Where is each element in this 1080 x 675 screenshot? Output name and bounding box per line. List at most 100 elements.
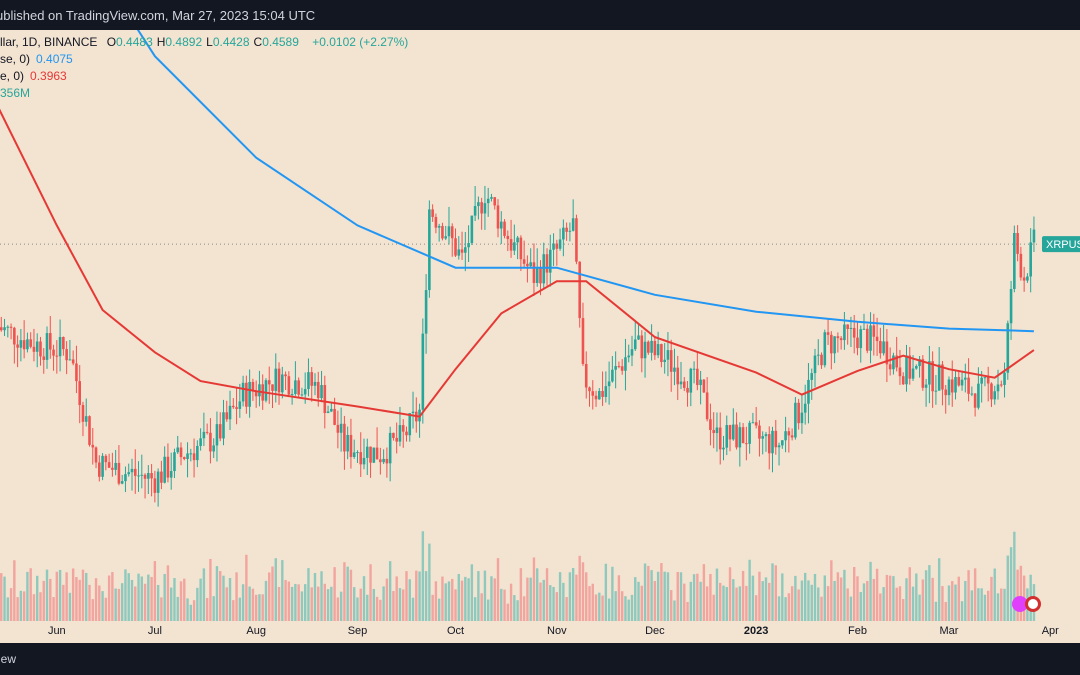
- price-chart[interactable]: XRPUS Jun Jul Aug Sep Oct Nov Dec 2023 Feb Mar Apr: [0, 30, 1080, 643]
- candle-body: [529, 262, 532, 267]
- candle-body: [294, 380, 297, 395]
- volume-bar: [94, 578, 98, 621]
- volume-bar: [764, 577, 768, 621]
- candle-body: [274, 368, 278, 391]
- volume-bar: [954, 584, 957, 621]
- candle-body: [32, 346, 36, 352]
- volume-bar: [228, 577, 232, 621]
- candle-body: [62, 336, 65, 350]
- candle-body: [813, 355, 817, 374]
- volume-bar: [738, 586, 742, 621]
- candle-body: [264, 380, 268, 401]
- volume-bar: [199, 578, 202, 621]
- volume-bar: [555, 592, 559, 621]
- candle-body: [228, 405, 232, 420]
- volume-bar: [833, 580, 836, 621]
- volume-bar: [679, 572, 683, 621]
- volume-bar: [254, 594, 258, 621]
- candle-body: [26, 339, 29, 350]
- bottom-bar: iew: [0, 643, 1080, 675]
- candle-body: [660, 344, 663, 363]
- candle-body: [499, 221, 503, 229]
- x-tick-label: Jun: [48, 625, 66, 637]
- volume-bar: [431, 594, 434, 621]
- legend-ohlc-key: C: [253, 35, 263, 49]
- volume-bar: [134, 586, 137, 621]
- candle-body: [892, 355, 895, 370]
- volume-bar: [542, 579, 545, 621]
- candle-body: [816, 354, 820, 356]
- candle-body: [258, 384, 261, 397]
- candle-body: [516, 237, 519, 243]
- candle-body: [669, 350, 673, 372]
- volume-bar: [281, 560, 284, 621]
- candle-body: [947, 379, 951, 396]
- volume-bar: [732, 579, 735, 621]
- volume-bar: [78, 579, 81, 621]
- candle-body: [356, 452, 359, 454]
- candle-body: [673, 367, 676, 372]
- candle-body: [421, 333, 425, 410]
- candle-body: [1009, 288, 1013, 324]
- volume-bar: [339, 591, 343, 621]
- volume-bar: [140, 576, 143, 621]
- candle-body: [19, 340, 23, 348]
- candle-body: [784, 431, 787, 441]
- volume-bar: [787, 593, 791, 621]
- candle-body: [725, 425, 729, 448]
- volume-bar: [604, 563, 608, 621]
- candle-body: [130, 468, 134, 473]
- volume-bar: [81, 569, 85, 621]
- candle-body: [882, 341, 885, 354]
- candle-body: [405, 431, 408, 436]
- candle-body: [1029, 242, 1032, 277]
- volume-bar: [150, 576, 153, 621]
- legend-ma50-row: e, 0) 0.3963: [0, 68, 414, 85]
- volume-bar: [500, 588, 503, 621]
- candle-body: [395, 437, 398, 442]
- volume-bar: [330, 586, 333, 621]
- volume-bar: [62, 584, 65, 621]
- candle-body: [548, 249, 552, 273]
- volume-bar: [653, 580, 657, 621]
- candle-body: [509, 239, 513, 251]
- candle-body: [637, 335, 640, 340]
- candle-body: [98, 462, 101, 477]
- candle-body: [611, 369, 614, 382]
- volume-bar: [790, 586, 794, 621]
- volume-bar: [245, 554, 248, 621]
- volume-bar: [598, 592, 601, 621]
- candle-body: [101, 455, 104, 477]
- volume-bar: [839, 577, 843, 621]
- candle-body: [627, 355, 631, 358]
- volume-bar: [114, 588, 117, 621]
- candle-body: [218, 424, 222, 439]
- volume-bar: [147, 574, 150, 621]
- candle-body: [6, 326, 10, 328]
- candle-body: [787, 431, 791, 436]
- volume-bar: [581, 562, 585, 621]
- candle-body: [65, 349, 68, 361]
- candle-body: [483, 203, 487, 214]
- volume-bar: [392, 591, 395, 621]
- candle-body: [686, 387, 689, 393]
- candle-body: [803, 403, 807, 413]
- candle-body: [934, 390, 938, 392]
- volume-bar: [973, 568, 977, 621]
- candle-body: [748, 422, 751, 444]
- volume-bar: [630, 594, 634, 621]
- candle-body: [620, 366, 624, 371]
- candle-body: [166, 456, 170, 478]
- candle-body: [535, 267, 539, 283]
- volume-bar: [823, 575, 826, 621]
- candle-body: [653, 340, 657, 356]
- volume-bar: [879, 593, 882, 621]
- candle-body: [1026, 276, 1029, 281]
- volume-bar: [130, 579, 134, 621]
- candle-body: [513, 242, 516, 251]
- volume-bar: [509, 583, 513, 621]
- legend: llar, 1D, BINANCE O0.4483 H0.4892 L0.4428 C…: [0, 34, 414, 102]
- x-tick-label: Apr: [1042, 625, 1059, 637]
- candle-body: [160, 471, 163, 483]
- volume-bar: [761, 581, 764, 621]
